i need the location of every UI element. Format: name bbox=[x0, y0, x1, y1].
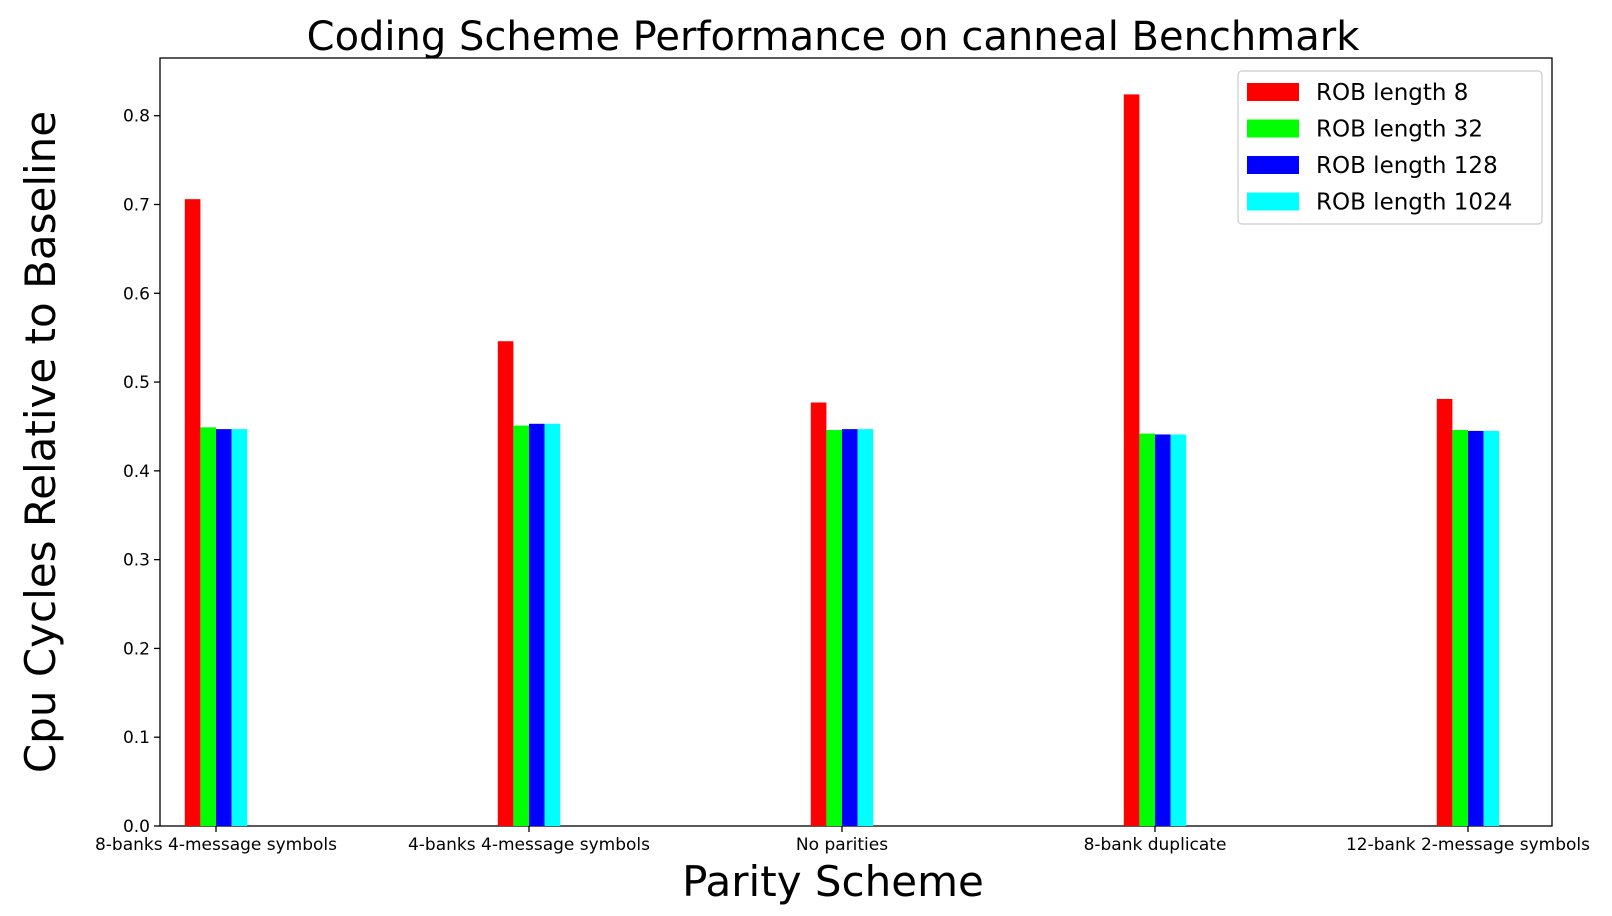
y-tick-label: 0.5 bbox=[123, 373, 150, 393]
bar-rob-length-128-1 bbox=[216, 429, 232, 826]
bar-rob-length-8-2 bbox=[497, 341, 514, 826]
x-axis-label: Parity Scheme bbox=[682, 857, 984, 906]
legend: ROB length 8 ROB length 32 ROB length 128 R… bbox=[1237, 70, 1543, 225]
x-tick-label: 8-bank duplicate bbox=[1084, 835, 1227, 855]
legend-box bbox=[1237, 70, 1543, 225]
bar-rob-length-32-4 bbox=[1139, 433, 1155, 826]
legend-swatch bbox=[1247, 192, 1299, 211]
bar-rob-length-32-5 bbox=[1452, 430, 1468, 826]
y-tick-label: 0.8 bbox=[123, 107, 150, 127]
bar-rob-length-8-5 bbox=[1436, 398, 1453, 826]
y-tick-label: 0.2 bbox=[123, 639, 150, 659]
bar-rob-length-1024-4 bbox=[1170, 434, 1187, 826]
legend-label: ROB length 8 bbox=[1316, 80, 1468, 106]
legend-label: ROB length 1024 bbox=[1316, 190, 1512, 216]
bar-rob-length-128-4 bbox=[1155, 434, 1171, 826]
bar-rob-length-32-1 bbox=[200, 427, 216, 826]
bar-rob-length-8-1 bbox=[184, 199, 201, 827]
x-tick-label: 4-banks 4-message symbols bbox=[408, 835, 650, 855]
y-tick-label: 0.6 bbox=[123, 284, 150, 304]
bar-rob-length-1024-3 bbox=[857, 429, 874, 826]
x-tick-label: 12-bank 2-message symbols bbox=[1346, 835, 1590, 855]
y-axis-label: Cpu Cycles Relative to Baseline bbox=[16, 111, 65, 773]
y-tick-label: 0.1 bbox=[123, 728, 150, 748]
bar-rob-length-1024-1 bbox=[231, 429, 248, 826]
legend-label: ROB length 128 bbox=[1316, 153, 1498, 179]
bar-rob-length-8-4 bbox=[1123, 94, 1140, 826]
chart-title: Coding Scheme Performance on canneal Ben… bbox=[307, 14, 1361, 60]
legend-label: ROB length 32 bbox=[1316, 117, 1483, 143]
x-tick-label: No parities bbox=[796, 835, 888, 855]
legend-swatch bbox=[1247, 119, 1299, 138]
y-tick-label: 0.7 bbox=[123, 195, 150, 215]
bar-rob-length-128-5 bbox=[1468, 430, 1484, 826]
bar-rob-length-32-3 bbox=[826, 430, 842, 826]
plot-area: 0.0 0.1 0.2 0.3 0.4 0.5 0.6 0.7 0.8 8-banks 4-mes… bbox=[95, 57, 1590, 855]
bar-rob-length-128-3 bbox=[842, 429, 858, 826]
legend-swatch bbox=[1247, 83, 1299, 101]
bar-rob-length-32-2 bbox=[513, 425, 529, 826]
y-tick-label: 0.3 bbox=[123, 551, 150, 571]
x-tick-label: 8-banks 4-message symbols bbox=[95, 835, 337, 855]
y-tick-label: 0.0 bbox=[123, 817, 150, 837]
bar-rob-length-128-2 bbox=[529, 423, 545, 826]
bar-rob-length-1024-5 bbox=[1483, 430, 1500, 826]
bar-rob-length-1024-2 bbox=[544, 423, 561, 826]
y-tick-label: 0.4 bbox=[123, 462, 150, 482]
bar-rob-length-8-3 bbox=[810, 402, 827, 826]
legend-swatch bbox=[1247, 156, 1299, 174]
